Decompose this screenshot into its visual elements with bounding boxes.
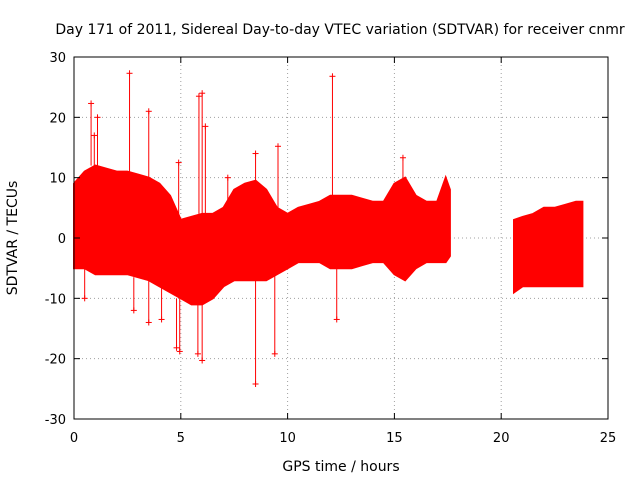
outlier-point: [175, 159, 182, 166]
y-axis-label: SDTVAR / TECUs: [5, 181, 21, 296]
outlier-point: [199, 90, 206, 97]
y-tick-label: -20: [45, 353, 66, 368]
y-tick-label: -30: [45, 413, 66, 428]
series-band: [513, 200, 584, 295]
y-tick-label: 30: [49, 51, 66, 66]
outlier-point: [333, 316, 340, 323]
outlier-point: [271, 350, 278, 357]
outlier-point: [252, 381, 259, 388]
outlier-point: [399, 154, 406, 161]
chart-title: Day 171 of 2011, Sidereal Day-to-day VTE…: [55, 22, 624, 38]
x-tick-label: 20: [493, 431, 510, 446]
x-tick-label: 0: [70, 431, 78, 446]
outlier-point: [202, 123, 209, 130]
outlier-point: [274, 143, 281, 150]
x-tick-label: 15: [386, 431, 403, 446]
outlier-point: [145, 108, 152, 115]
x-tick-label: 25: [600, 431, 617, 446]
x-tick-label: 5: [177, 431, 185, 446]
sdtvar-series: [73, 70, 584, 388]
outlier-point: [94, 114, 101, 121]
outlier-point: [329, 73, 336, 80]
outlier-point: [173, 344, 180, 351]
outlier-point: [126, 70, 133, 77]
outlier-point: [145, 319, 152, 326]
x-axis-label: GPS time / hours: [282, 459, 399, 475]
y-tick-label: -10: [45, 292, 66, 307]
outlier-point: [158, 316, 165, 323]
x-axis-ticks: 0 5 10 15 20 25: [70, 57, 616, 446]
outlier-point: [130, 307, 137, 314]
outlier-point: [176, 348, 183, 355]
outlier-point: [91, 132, 98, 139]
outlier-point: [88, 100, 95, 107]
y-axis-ticks: -30 -20 -10 0 10 20 30: [45, 51, 608, 428]
outlier-point: [252, 150, 259, 157]
series-band: [73, 164, 451, 306]
outlier-point: [194, 350, 201, 357]
outlier-point: [224, 174, 231, 181]
y-tick-label: 10: [49, 172, 66, 187]
y-tick-label: 20: [49, 111, 66, 126]
y-tick-label: 0: [58, 232, 66, 247]
outlier-point: [195, 93, 202, 100]
outlier-point: [199, 357, 206, 364]
outlier-point: [81, 295, 88, 302]
x-tick-label: 10: [279, 431, 296, 446]
